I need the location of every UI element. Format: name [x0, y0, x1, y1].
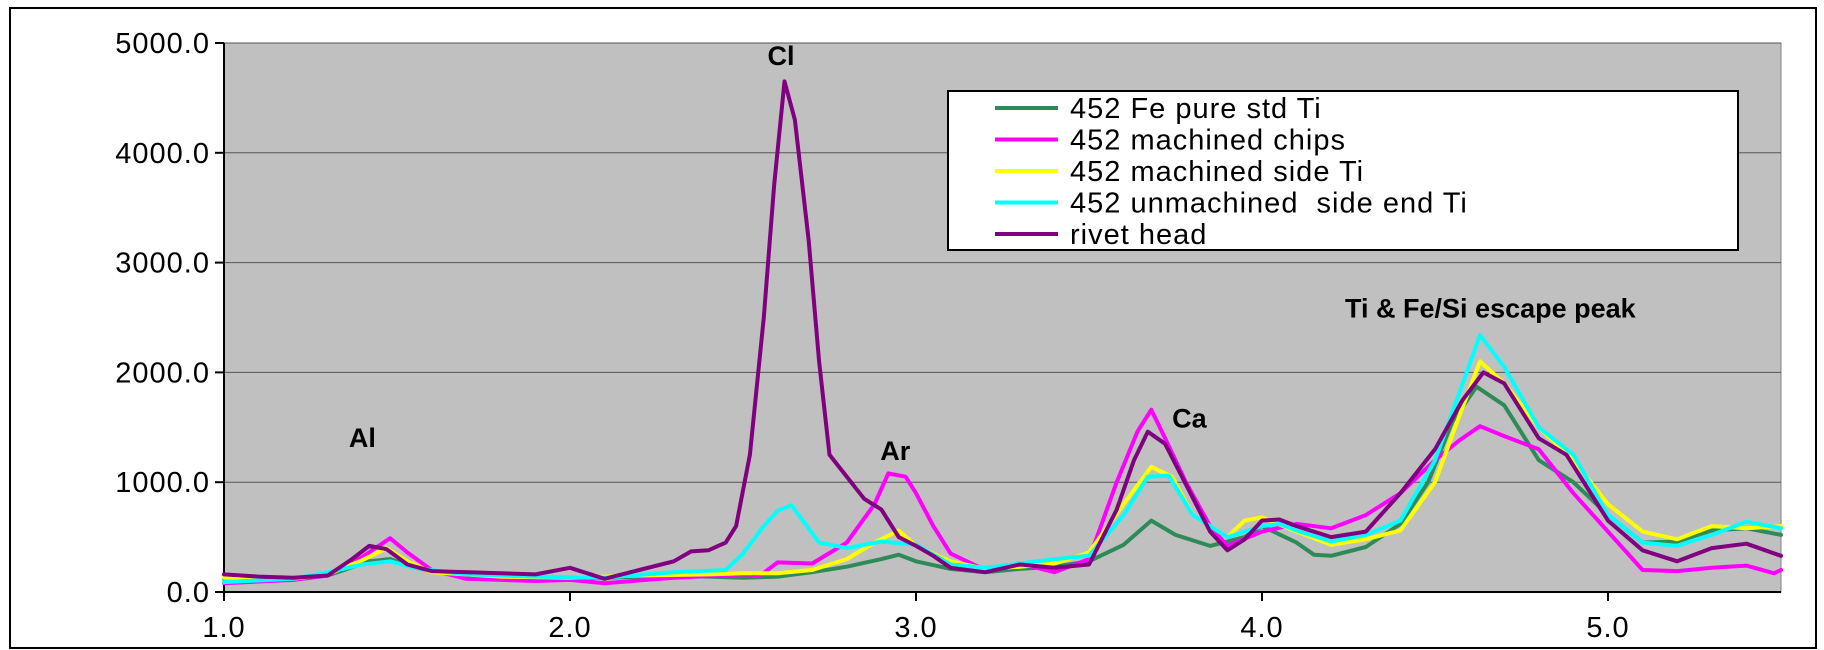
- x-tick-label: 4.0: [1240, 612, 1283, 644]
- y-tick-label: 5000.0: [115, 28, 210, 60]
- axes: [223, 43, 1781, 593]
- legend-entry-label: 452 machined chips: [1070, 125, 1346, 157]
- legend-entry-label: 452 machined side Ti: [1070, 156, 1364, 188]
- y-tick-label: 0.0: [167, 577, 210, 609]
- series-line-3: [222, 333, 1783, 585]
- y-tick-label: 3000.0: [115, 248, 210, 280]
- x-axis-ticks: 1.0 2.0 3.0 4.0 5.0: [202, 592, 1629, 644]
- annotation-label: Ar: [880, 436, 910, 466]
- annotation-label: Ti & Fe/Si escape peak: [1345, 294, 1637, 324]
- legend-entry-label: rivet head: [1070, 219, 1207, 251]
- x-tick-label: 2.0: [548, 612, 591, 644]
- annotation-label: Al: [349, 423, 376, 453]
- y-axis-ticks: 0.0 1000.0 2000.0 3000.0 4000.0 5000.0: [115, 28, 224, 609]
- y-tick-label: 2000.0: [115, 357, 210, 389]
- x-tick-label: 3.0: [894, 612, 937, 644]
- annotation-label: Cl: [768, 41, 795, 71]
- x-tick-label: 5.0: [1586, 612, 1629, 644]
- legend-entry-label: 452 unmachined side end Ti: [1070, 188, 1468, 220]
- y-tick-label: 4000.0: [115, 138, 210, 170]
- series-line-4: [222, 79, 1783, 581]
- series-lines: [222, 79, 1783, 586]
- legend-entry-label: 452 Fe pure std Ti: [1070, 93, 1322, 125]
- y-tick-label: 1000.0: [115, 467, 210, 499]
- annotation-label: Ca: [1172, 403, 1207, 433]
- legend-box: [947, 90, 1739, 251]
- x-tick-label: 1.0: [202, 612, 245, 644]
- peak-annotations: Al Cl Ar Ca Ti & Fe/Si escape peak: [349, 41, 1637, 466]
